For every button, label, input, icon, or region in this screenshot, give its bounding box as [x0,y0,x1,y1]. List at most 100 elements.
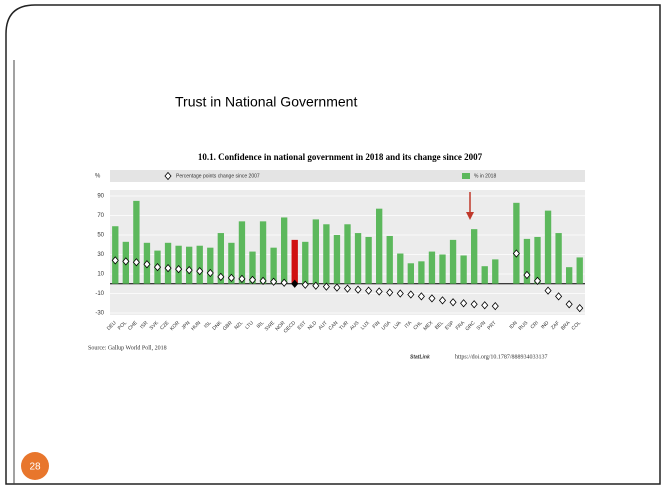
bar [291,239,298,284]
legend-marker [164,171,172,181]
change-marker [470,300,478,309]
change-marker [555,292,563,301]
bar [397,253,404,284]
x-tick-label: CZE [159,320,171,332]
x-tick-label: IND [540,320,551,331]
bar [523,238,531,284]
x-tick-label: AUS [349,320,361,332]
bar [302,241,309,284]
bar [270,247,277,284]
x-tick-label: NZL [233,320,244,331]
arrow-head [466,212,474,220]
bar [576,257,583,284]
y-tick-label: 30 [97,252,104,258]
bar [217,233,224,284]
bar [481,266,488,284]
change-marker [164,264,172,273]
change-marker [460,299,468,308]
x-tick-label: FRA [455,320,467,332]
bar [186,246,193,284]
change-marker [217,272,225,282]
x-tick-label: ESP [444,320,456,332]
change-marker [143,260,151,269]
x-tick-label: LTU [244,320,255,331]
change-marker [301,280,309,289]
x-tick-label: BRA [560,320,572,332]
y-tick-label: -30 [95,311,104,317]
x-tick-label: TUR [338,320,350,332]
bar [133,200,140,284]
change-marker [153,263,162,272]
change-marker [122,257,130,266]
bar [555,233,562,284]
x-tick-label: CRI [530,320,540,330]
change-marker [175,265,183,274]
bar [386,235,393,284]
bar [112,226,119,284]
change-marker [248,275,257,284]
x-tick-label: COL [571,320,583,332]
y-tick-label: -10 [95,291,104,297]
statlink: StatLink [410,354,430,360]
x-tick-label: SVN [476,320,488,332]
page-number: 28 [29,462,41,473]
bar [281,217,288,284]
y-tick-label: 70 [97,213,104,219]
bar [492,259,499,284]
link: https://doi.org/10.1787/888934033137 [455,354,548,360]
change-marker [227,273,235,283]
bar [259,221,267,284]
bar [376,208,383,284]
bar [207,247,214,284]
x-tick-label: AUT [317,320,328,331]
change-marker [576,304,584,313]
bar [418,261,425,284]
change-marker [396,289,404,298]
change-marker [449,298,457,307]
bar [344,224,351,284]
x-tick-label: POL [117,320,128,331]
legend-label: % in 2018 [474,173,496,179]
x-tick-label: IDN [508,320,519,331]
bar [365,236,372,284]
change-marker [343,284,352,293]
change-marker [365,286,373,295]
bar [534,236,541,284]
y-tick-label: 90 [97,194,104,200]
bar [544,210,552,284]
change-marker [206,268,214,278]
change-marker [375,287,383,296]
bar [312,219,319,284]
bar [449,239,457,284]
x-tick-label: SVK [149,320,161,332]
bar [471,229,478,284]
x-tick-label: IRL [256,320,266,330]
x-tick-label: ZAF [550,320,561,331]
source: Source: Gallup World Poll, 2018 [88,345,167,351]
chart-title: 10.1. Confidence in national government … [198,152,483,162]
bar [460,255,467,284]
bar [164,242,172,284]
bar [175,245,182,284]
change-marker [407,290,415,299]
bar [439,254,446,284]
bar [428,251,436,284]
x-tick-label: ITA [404,320,414,330]
change-marker [270,277,278,286]
bar [566,267,573,284]
x-tick-label: BEL [434,320,445,331]
change-marker [544,286,552,295]
legend-label: Percentage points change since 2007 [176,173,260,179]
change-marker [333,283,341,292]
change-marker [438,296,447,305]
x-tick-label: JPN [181,320,192,331]
x-tick-label: DEU [106,320,118,332]
slide-title: Trust in National Government [175,94,357,110]
change-marker [523,270,531,280]
bar [249,251,256,284]
x-tick-label: EST [297,320,308,331]
change-marker [428,294,436,303]
x-tick-label: CAN [328,320,340,332]
